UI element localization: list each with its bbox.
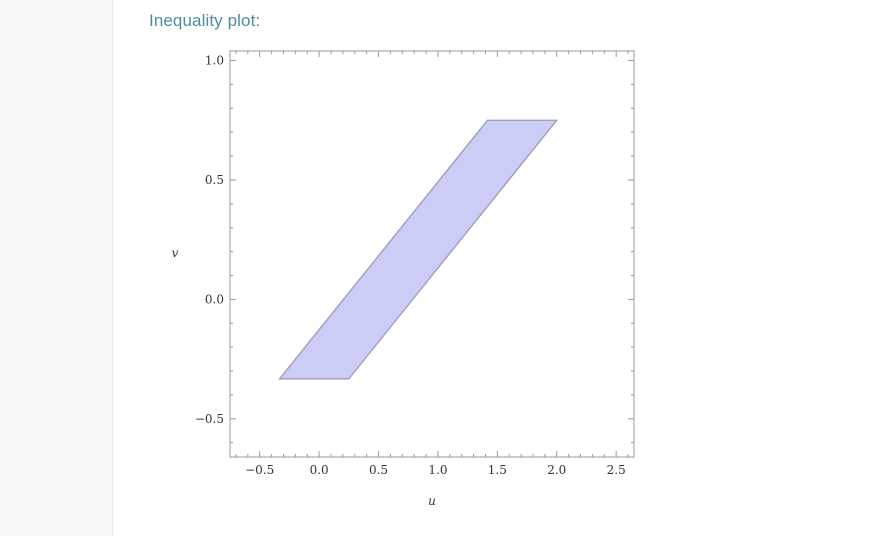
x-tick-label: 0.5 — [369, 463, 388, 477]
x-tick-label: 1.5 — [488, 463, 507, 477]
x-tick-label: 1.0 — [428, 463, 447, 477]
y-tick-label: 0.5 — [205, 173, 224, 187]
y-axis-label: v — [172, 246, 179, 260]
x-tick-label: 2.0 — [547, 463, 566, 477]
y-axis-ticks: −0.5 0.0 0.5 1.0 — [195, 54, 634, 444]
y-tick-label: 1.0 — [205, 54, 224, 68]
x-tick-label: 2.5 — [607, 463, 626, 477]
x-tick-label: −0.5 — [245, 463, 274, 477]
y-tick-label: −0.5 — [195, 412, 224, 426]
x-tick-label: 0.0 — [310, 463, 329, 477]
y-tick-label: 0.0 — [205, 292, 224, 306]
x-axis-ticks: −0.5 0.0 0.5 1.0 1.5 2.0 2.5 — [235, 51, 629, 477]
inequality-region — [278, 119, 559, 380]
x-axis-label: u — [428, 494, 436, 508]
section-title: Inequality plot: — [149, 11, 261, 30]
left-gutter — [0, 0, 113, 536]
plot-frame — [229, 50, 635, 458]
